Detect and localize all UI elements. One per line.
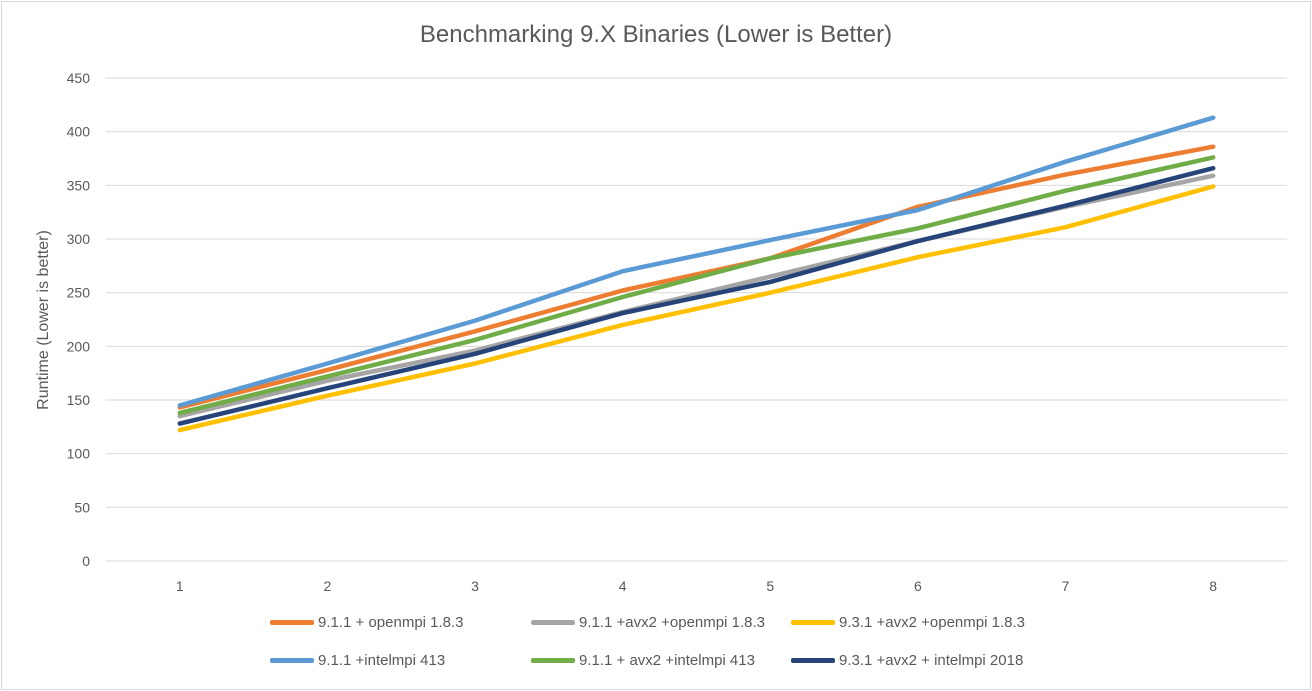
series-line-1 [177,144,1216,410]
chart-title: Benchmarking 9.X Binaries (Lower is Bett… [419,21,893,48]
series-line-4 [177,115,1216,408]
x-tick-label: 5 [766,578,774,594]
legend-label: 9.1.1 +avx2 +openmpi 1.8.3 [579,613,765,631]
legend-swatch [791,619,835,625]
y-tick-label: 300 [67,231,91,247]
x-tick-label: 1 [176,578,184,594]
y-tick-label: 200 [67,338,91,354]
y-tick-label: 250 [67,285,91,301]
x-tick-label: 6 [914,578,922,594]
legend-item-5: 9.1.1 + avx2 +intelmpi 413 [531,650,755,670]
legend-label: 9.3.1 +avx2 + intelmpi 2018 [839,651,1024,669]
legend-swatch [270,619,314,625]
legend-swatch [531,619,575,625]
y-tick-label: 50 [74,499,90,515]
y-tick-label: 100 [67,446,91,462]
legend-item-6: 9.3.1 +avx2 + intelmpi 2018 [791,650,1023,670]
legend-item-4: 9.1.1 +intelmpi 413 [270,650,445,670]
y-tick-label: 450 [67,70,91,86]
legend-label: 9.1.1 + avx2 +intelmpi 413 [579,651,755,669]
x-tick-label: 4 [619,578,627,594]
legend-swatch [531,657,575,663]
legend-item-2: 9.1.1 +avx2 +openmpi 1.8.3 [531,612,765,632]
x-tick-label: 2 [324,578,332,594]
legend-swatch [270,657,314,663]
y-axis-title: Runtime (Lower is better) [35,230,52,410]
x-tick-label: 7 [1062,578,1070,594]
y-tick-label: 350 [67,177,91,193]
legend-label: 9.1.1 +intelmpi 413 [318,651,446,669]
series-line-6 [177,165,1216,426]
series-line-5 [177,155,1216,416]
series-lines [177,115,1216,433]
legend-label: 9.3.1 +avx2 +openmpi 1.8.3 [839,613,1025,631]
legend-item-1: 9.1.1 + openmpi 1.8.3 [270,612,464,632]
x-tick-label: 3 [471,578,479,594]
legend-item-3: 9.3.1 +avx2 +openmpi 1.8.3 [791,612,1025,632]
legend-swatch [791,657,835,663]
legend-label: 9.1.1 + openmpi 1.8.3 [318,613,464,631]
y-tick-label: 0 [82,553,90,569]
series-line-3 [177,184,1216,433]
y-tick-label: 400 [67,124,91,140]
axes: 0 50 100 150 200 250 300 350 400 450 1 2 3 4 5 6 7 8 [67,70,1218,594]
y-tick-label: 150 [67,392,91,408]
x-tick-label: 8 [1209,578,1217,594]
